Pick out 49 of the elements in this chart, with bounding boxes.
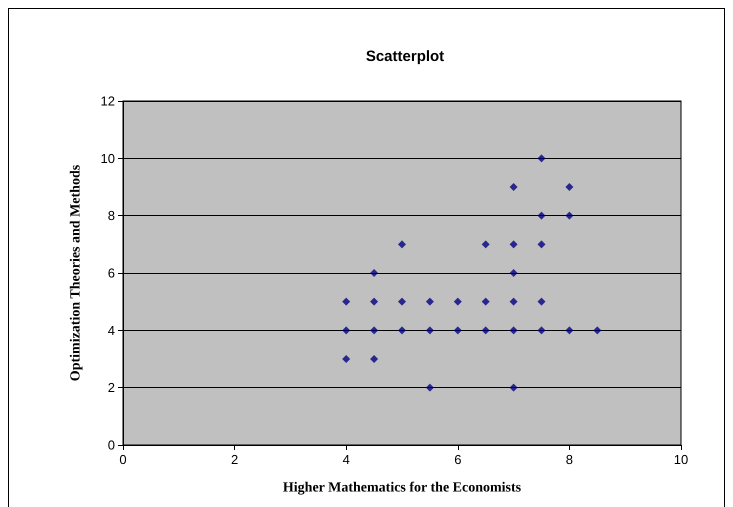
y-tick-label: 8 — [108, 208, 115, 224]
point — [426, 298, 434, 306]
point — [538, 212, 546, 220]
y-tick-label: 4 — [108, 322, 115, 338]
point — [482, 240, 490, 248]
point — [510, 183, 518, 191]
y-tick-label: 6 — [108, 266, 115, 280]
x-axis-title: Higher Mathematics for the Economists — [282, 480, 522, 496]
y-tick-label: 10 — [100, 150, 115, 166]
point — [342, 326, 350, 334]
point — [510, 269, 518, 277]
point — [398, 298, 406, 306]
point — [510, 326, 518, 334]
x-tick-label: 4 — [342, 452, 350, 467]
chart-title: Scatterplot — [366, 48, 444, 65]
y-tick-label: 12 — [100, 94, 115, 108]
x-tick-label: 10 — [674, 452, 688, 467]
point — [370, 298, 378, 306]
point — [593, 326, 602, 334]
point — [482, 326, 490, 334]
point — [538, 298, 546, 306]
x-tick-label: 8 — [566, 452, 574, 467]
point — [426, 326, 434, 334]
point — [342, 298, 350, 306]
point — [370, 269, 378, 277]
point — [565, 212, 574, 220]
point — [398, 240, 406, 248]
point — [426, 384, 434, 392]
point — [565, 183, 574, 191]
point — [370, 355, 378, 363]
y-tick-label: 2 — [108, 380, 115, 396]
point — [482, 298, 490, 306]
point — [454, 298, 462, 306]
x-tick-label: 2 — [230, 452, 238, 467]
point — [510, 298, 518, 306]
point — [510, 384, 518, 392]
point — [538, 154, 546, 162]
x-tick-label: 0 — [119, 452, 127, 467]
point — [538, 326, 546, 334]
point — [370, 326, 378, 334]
point — [342, 355, 350, 363]
point — [454, 326, 462, 334]
point — [538, 240, 546, 248]
point — [510, 240, 518, 248]
x-tick-label: 6 — [454, 452, 462, 467]
y-tick-label: 0 — [108, 438, 115, 452]
point — [398, 326, 406, 334]
y-axis-title: Optimization Theories and Methods — [68, 164, 84, 382]
point — [565, 326, 574, 334]
